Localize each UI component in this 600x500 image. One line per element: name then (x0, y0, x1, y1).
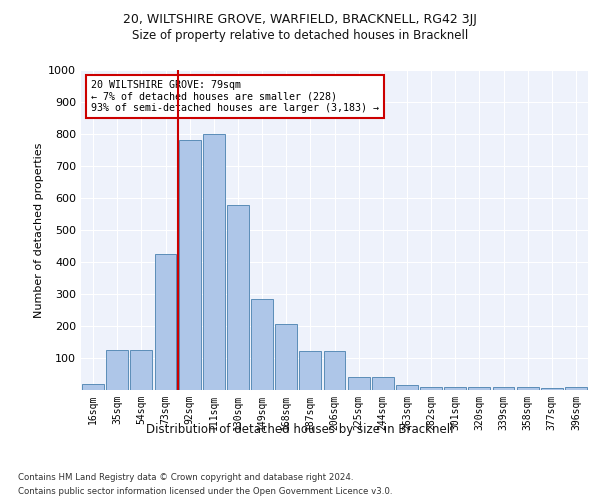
Bar (420, 387, 442, 390)
Text: Contains HM Land Registry data © Crown copyright and database right 2024.: Contains HM Land Registry data © Crown c… (18, 472, 353, 482)
Bar (348, 377, 370, 390)
Bar (565, 387, 587, 390)
Text: 20 WILTSHIRE GROVE: 79sqm
← 7% of detached houses are smaller (228)
93% of semi-: 20 WILTSHIRE GROVE: 79sqm ← 7% of detach… (91, 80, 379, 113)
Bar (275, 324, 297, 390)
Bar (541, 388, 563, 390)
Bar (251, 299, 273, 390)
Text: Distribution of detached houses by size in Bracknell: Distribution of detached houses by size … (146, 422, 454, 436)
Bar (517, 388, 539, 390)
Bar (179, 140, 200, 390)
Text: Contains public sector information licensed under the Open Government Licence v3: Contains public sector information licen… (18, 488, 392, 496)
Bar (493, 388, 514, 390)
Bar (130, 350, 152, 390)
Text: Size of property relative to detached houses in Bracknell: Size of property relative to detached ho… (132, 29, 468, 42)
Bar (323, 351, 346, 390)
Bar (445, 387, 466, 390)
Bar (82, 384, 104, 390)
Bar (396, 385, 418, 390)
Bar (155, 254, 176, 390)
Bar (299, 351, 321, 390)
Bar (227, 205, 249, 390)
Y-axis label: Number of detached properties: Number of detached properties (34, 142, 44, 318)
Text: 20, WILTSHIRE GROVE, WARFIELD, BRACKNELL, RG42 3JJ: 20, WILTSHIRE GROVE, WARFIELD, BRACKNELL… (123, 12, 477, 26)
Bar (203, 134, 224, 390)
Bar (372, 377, 394, 390)
Bar (469, 388, 490, 390)
Bar (106, 350, 128, 390)
